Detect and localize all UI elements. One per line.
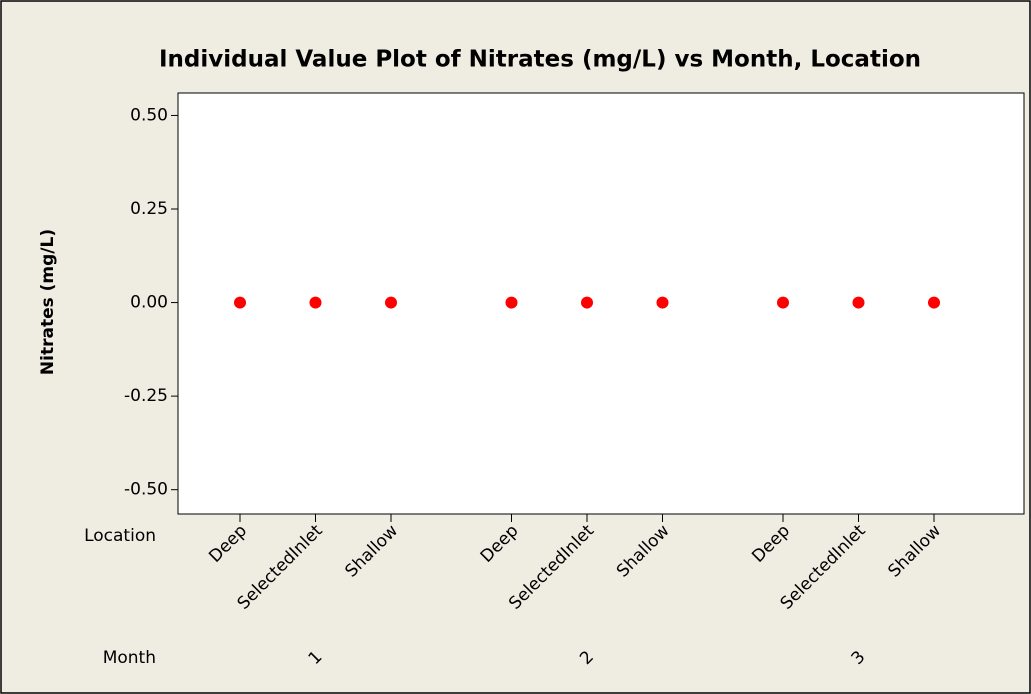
y-tick-label: 0.00 <box>130 293 168 313</box>
chart-title: Individual Value Plot of Nitrates (mg/L)… <box>159 47 921 73</box>
y-tick-label: -0.50 <box>124 480 168 500</box>
y-tick-label: 0.25 <box>130 199 168 219</box>
plot-area <box>177 92 1025 515</box>
point <box>505 296 518 309</box>
point <box>309 296 322 309</box>
y-tick-label: 0.50 <box>130 105 168 125</box>
point <box>656 296 669 309</box>
y-axis-label: Nitrates (mg/L) <box>38 229 58 375</box>
point <box>581 296 593 309</box>
location-label: Location <box>84 526 156 546</box>
point <box>777 296 789 309</box>
point <box>852 296 865 309</box>
point <box>928 296 940 309</box>
month-label: Month <box>103 648 156 668</box>
point <box>385 296 397 309</box>
y-tick-label: -0.25 <box>124 386 168 406</box>
point <box>234 296 246 309</box>
